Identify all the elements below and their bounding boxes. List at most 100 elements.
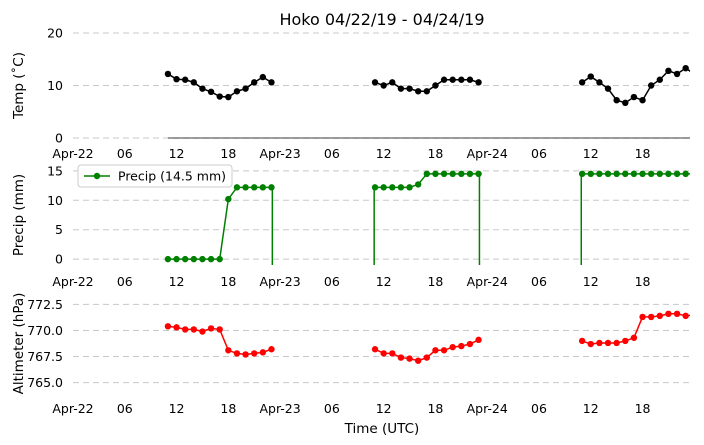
data-point — [604, 339, 612, 347]
data-point — [622, 337, 629, 345]
data-point — [380, 350, 387, 357]
x-tick-label: 18 — [427, 146, 443, 161]
data-point — [164, 255, 172, 263]
y-axis-label: Precip (mm) — [11, 174, 27, 256]
y-tick-label: 0 — [55, 252, 63, 267]
data-point — [475, 79, 482, 86]
data-point — [406, 184, 413, 191]
data-point — [466, 170, 474, 178]
data-point — [656, 76, 663, 83]
data-point — [406, 85, 413, 92]
data-point — [596, 170, 603, 178]
data-point — [673, 170, 681, 178]
data-point — [380, 184, 387, 191]
legend-box — [77, 164, 233, 188]
data-point — [449, 343, 456, 351]
data-point — [371, 346, 379, 353]
data-point — [207, 88, 215, 96]
data-point — [587, 340, 594, 348]
data-point — [691, 171, 697, 177]
data-point — [682, 64, 689, 72]
x-tick-label: Apr-24 — [467, 401, 508, 416]
data-point — [432, 170, 439, 178]
data-point — [639, 170, 646, 178]
data-point — [268, 184, 275, 191]
data-point — [665, 310, 672, 317]
data-point — [233, 350, 241, 357]
x-tick-label: 12 — [376, 274, 392, 289]
data-point — [613, 339, 620, 347]
x-tick-label: 12 — [169, 401, 185, 416]
x-tick-label: Apr-24 — [467, 274, 508, 289]
y-tick-label: 10 — [47, 193, 63, 208]
y-tick-label: 767.5 — [27, 349, 63, 364]
data-point — [673, 310, 681, 317]
data-point — [371, 79, 379, 86]
x-tick-label: 18 — [635, 146, 651, 161]
x-tick-label: 06 — [324, 274, 340, 289]
data-point — [181, 76, 189, 83]
x-tick-label: 06 — [531, 146, 547, 161]
x-tick-label: 18 — [220, 146, 236, 161]
data-point — [682, 170, 689, 178]
data-point — [613, 170, 620, 178]
x-tick-label: 06 — [531, 274, 547, 289]
data-point — [233, 184, 241, 191]
x-tick-label: Apr-23 — [259, 146, 300, 161]
data-point — [225, 93, 232, 101]
data-point — [389, 184, 396, 191]
data-point — [613, 97, 620, 104]
data-point — [190, 326, 198, 333]
data-point — [242, 184, 249, 191]
data-point — [596, 339, 603, 347]
data-point — [216, 93, 223, 100]
data-point — [259, 73, 267, 81]
data-point — [181, 326, 189, 333]
data-point — [622, 99, 629, 107]
series-line — [167, 186, 272, 260]
data-point — [397, 184, 405, 191]
y-tick-label: 772.5 — [27, 297, 63, 312]
legend-marker-swatch — [93, 172, 101, 180]
x-tick-label: 12 — [583, 401, 599, 416]
data-point — [700, 171, 704, 177]
x-tick-label: 18 — [635, 401, 651, 416]
x-tick-label: Apr-22 — [52, 401, 93, 416]
data-point — [458, 170, 465, 178]
data-point — [423, 354, 431, 361]
data-point — [233, 88, 241, 95]
data-point — [691, 71, 697, 77]
data-point — [259, 349, 267, 356]
data-point — [371, 184, 379, 191]
data-point — [656, 170, 663, 178]
data-point — [630, 93, 638, 101]
data-point — [622, 170, 629, 178]
data-point — [251, 350, 258, 357]
x-tick-label: 12 — [169, 274, 185, 289]
legend-label: Precip (14.5 mm) — [118, 169, 226, 184]
data-point — [647, 313, 655, 321]
data-point — [397, 354, 405, 361]
data-point — [173, 76, 180, 83]
data-point — [656, 312, 663, 320]
data-point — [414, 181, 422, 188]
y-tick-label: 0 — [55, 131, 63, 146]
data-point — [389, 79, 396, 86]
data-point — [630, 334, 638, 341]
x-tick-label: 06 — [324, 146, 340, 161]
data-point — [682, 312, 689, 320]
data-point — [268, 79, 275, 86]
data-point — [578, 170, 586, 178]
y-tick-label: 770.0 — [27, 323, 63, 338]
data-point — [242, 85, 249, 92]
x-tick-label: 06 — [117, 274, 133, 289]
data-point — [691, 312, 697, 318]
data-point — [440, 170, 448, 178]
x-tick-label: Apr-23 — [259, 401, 300, 416]
data-point — [190, 255, 198, 263]
data-point — [639, 97, 646, 104]
y-tick-label: 765.0 — [27, 375, 63, 390]
data-point — [406, 355, 413, 362]
data-point — [173, 255, 180, 263]
data-point — [700, 313, 704, 319]
